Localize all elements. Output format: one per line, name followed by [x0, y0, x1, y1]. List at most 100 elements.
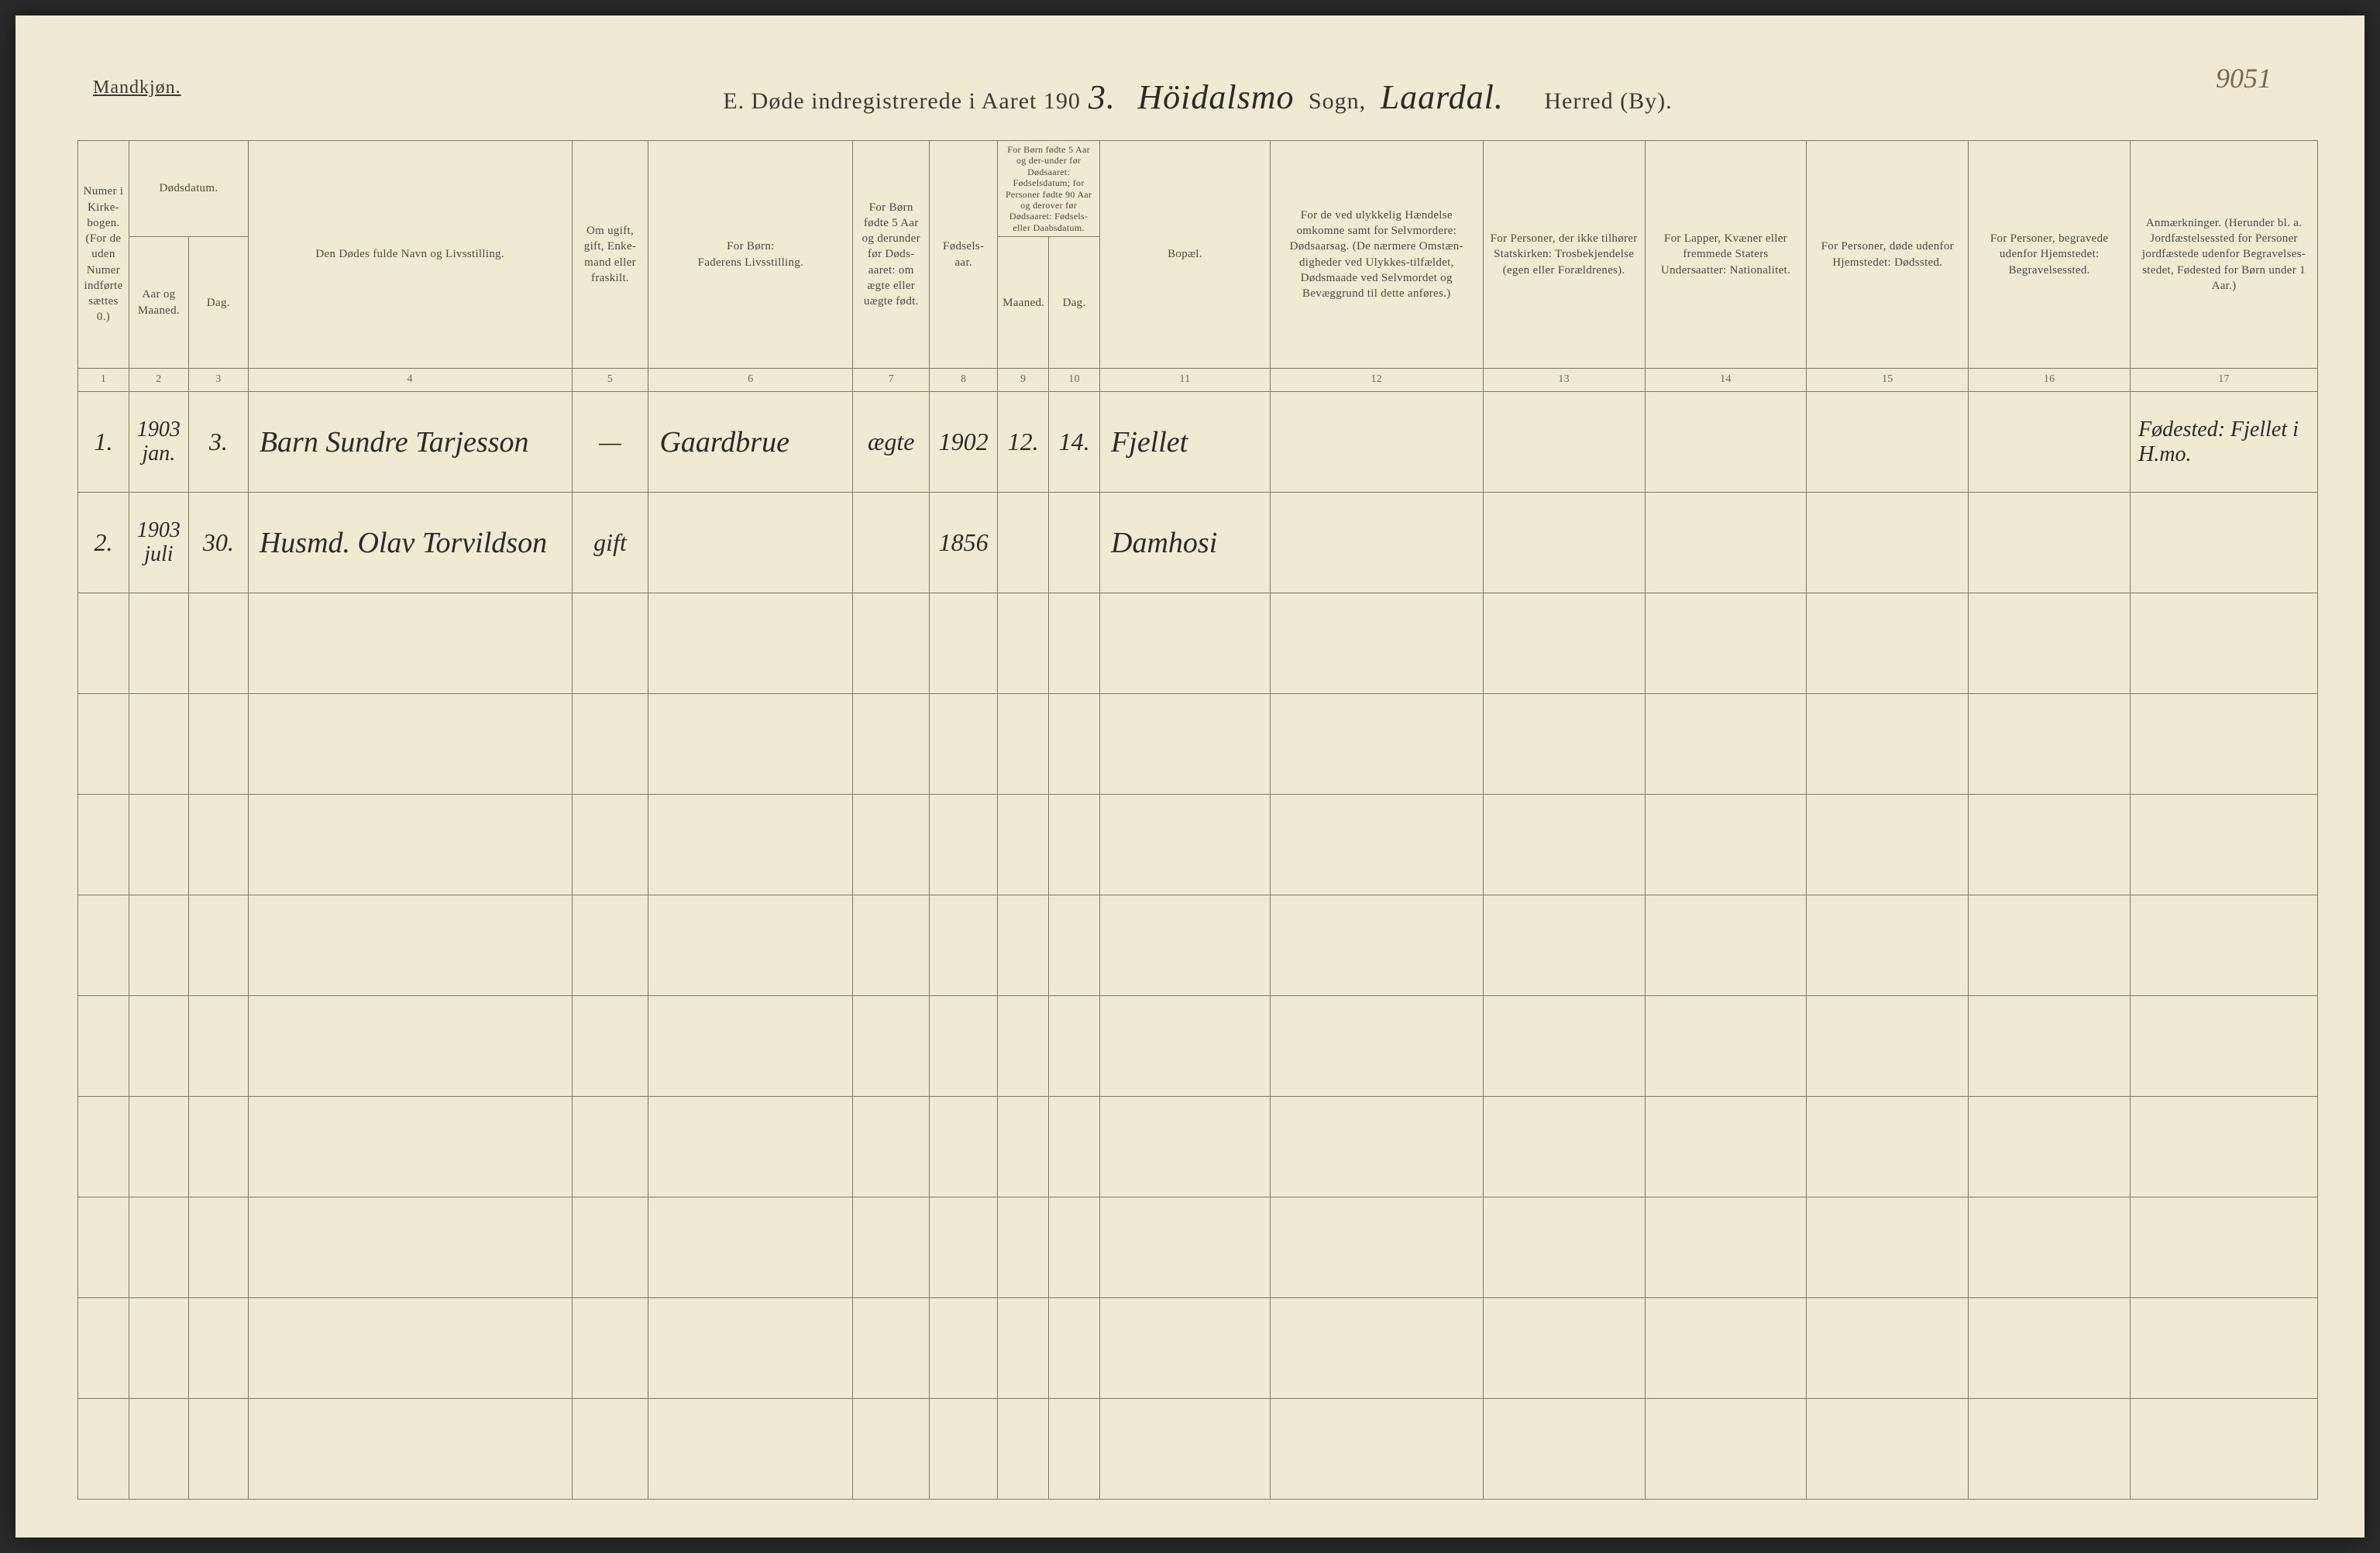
cell-empty	[1049, 795, 1100, 895]
cell-empty	[1100, 1399, 1271, 1500]
col-header: For Børn fødte 5 Aar og der-under før Dø…	[998, 141, 1100, 237]
table-row	[78, 1399, 2318, 1500]
col-header: For de ved ulykkelig Hændelse omkomne sa…	[1270, 141, 1483, 369]
cell-empty	[1270, 1399, 1483, 1500]
table-row	[78, 593, 2318, 694]
cell-deathplace	[1807, 493, 1969, 593]
cell-empty	[648, 996, 853, 1097]
table-row	[78, 996, 2318, 1097]
cell-empty	[930, 996, 998, 1097]
cell-birth-year: 1902	[930, 392, 998, 493]
cell-empty	[2131, 1097, 2318, 1197]
cell-empty	[1483, 996, 1645, 1097]
cell-empty	[1483, 1298, 1645, 1399]
cell-cause	[1270, 392, 1483, 493]
col-header: For Personer, begravede udenfor Hjemsted…	[1969, 141, 2131, 369]
cell-empty	[648, 1298, 853, 1399]
cell-empty	[1270, 795, 1483, 895]
cell-empty	[188, 895, 248, 996]
col-subheader: Dag.	[1049, 237, 1100, 369]
cell-faith	[1483, 392, 1645, 493]
cell-empty	[1049, 1097, 1100, 1197]
cell-empty	[853, 795, 930, 895]
table-row: 1.1903jan.3.Barn Sundre Tarjesson—Gaardb…	[78, 392, 2318, 493]
cell-empty	[853, 1399, 930, 1500]
cell-empty	[998, 1399, 1049, 1500]
col-header: For Børn: Faderens Livsstilling.	[648, 141, 853, 369]
colnum: 14	[1645, 369, 1807, 392]
ledger-head: Numer i Kirke-bogen. (For de uden Numer …	[78, 141, 2318, 392]
cell-empty	[129, 1399, 188, 1500]
cell-empty	[648, 694, 853, 795]
cell-empty	[248, 694, 572, 795]
cell-year-month: 1903juli	[129, 493, 188, 593]
cell-empty	[1100, 1298, 1271, 1399]
cell-faith	[1483, 493, 1645, 593]
cell-empty	[1483, 1197, 1645, 1298]
cell-father: Gaardbrue	[648, 392, 853, 493]
cell-empty	[188, 1197, 248, 1298]
cell-empty	[1969, 795, 2131, 895]
cell-empty	[998, 795, 1049, 895]
cell-empty	[853, 1097, 930, 1197]
cell-empty	[648, 895, 853, 996]
cell-empty	[1100, 1197, 1271, 1298]
col-header: Numer i Kirke-bogen. (For de uden Numer …	[78, 141, 129, 369]
colnum: 17	[2131, 369, 2318, 392]
cell-empty	[930, 1097, 998, 1197]
parish-hand: Höidalsmo	[1130, 77, 1302, 117]
cell-empty	[248, 795, 572, 895]
cell-empty	[188, 996, 248, 1097]
cell-empty	[1270, 593, 1483, 694]
cell-empty	[572, 1399, 648, 1500]
cell-empty	[78, 1399, 129, 1500]
cell-empty	[129, 795, 188, 895]
cell-empty	[1645, 895, 1807, 996]
cell-empty	[2131, 694, 2318, 795]
cell-status: —	[572, 392, 648, 493]
cell-empty	[1100, 795, 1271, 895]
cell-empty	[930, 795, 998, 895]
cell-empty	[853, 895, 930, 996]
cell-empty	[1049, 694, 1100, 795]
colnum: 4	[248, 369, 572, 392]
cell-empty	[1645, 593, 1807, 694]
colnum: 9	[998, 369, 1049, 392]
herred-label: Herred (By).	[1544, 88, 1672, 114]
column-numbers-row: 1 2 3 4 5 6 7 8 9 10 11 12 13 14 15 16 1…	[78, 369, 2318, 392]
cell-empty	[1483, 1399, 1645, 1500]
colnum: 3	[188, 369, 248, 392]
cell-empty	[930, 593, 998, 694]
cell-empty	[1483, 895, 1645, 996]
cell-status: gift	[572, 493, 648, 593]
cell-empty	[188, 795, 248, 895]
cell-empty	[1049, 1298, 1100, 1399]
cell-empty	[129, 694, 188, 795]
cell-empty	[572, 1197, 648, 1298]
title-prefix: E. Døde indregistrerede i Aaret 190	[723, 88, 1081, 114]
title-year-hand: 3.	[1081, 77, 1123, 117]
cell-empty	[853, 1197, 930, 1298]
cell-empty	[1270, 895, 1483, 996]
cell-empty	[78, 593, 129, 694]
cell-empty	[1483, 795, 1645, 895]
cell-empty	[1807, 795, 1969, 895]
cell-empty	[1483, 694, 1645, 795]
cell-empty	[572, 895, 648, 996]
colnum: 10	[1049, 369, 1100, 392]
cell-empty	[648, 1097, 853, 1197]
cell-empty	[78, 795, 129, 895]
cell-empty	[998, 1197, 1049, 1298]
cell-empty	[1100, 996, 1271, 1097]
col-subheader: Aar og Maaned.	[129, 237, 188, 369]
cell-empty	[1483, 1097, 1645, 1197]
col-header: Bopæl.	[1100, 141, 1271, 369]
cell-empty	[998, 694, 1049, 795]
ledger-table: Numer i Kirke-bogen. (For de uden Numer …	[77, 140, 2318, 1500]
cell-empty	[1807, 895, 1969, 996]
cell-empty	[930, 1298, 998, 1399]
cell-empty	[998, 895, 1049, 996]
colnum: 5	[572, 369, 648, 392]
cell-empty	[1270, 1097, 1483, 1197]
cell-empty	[930, 895, 998, 996]
